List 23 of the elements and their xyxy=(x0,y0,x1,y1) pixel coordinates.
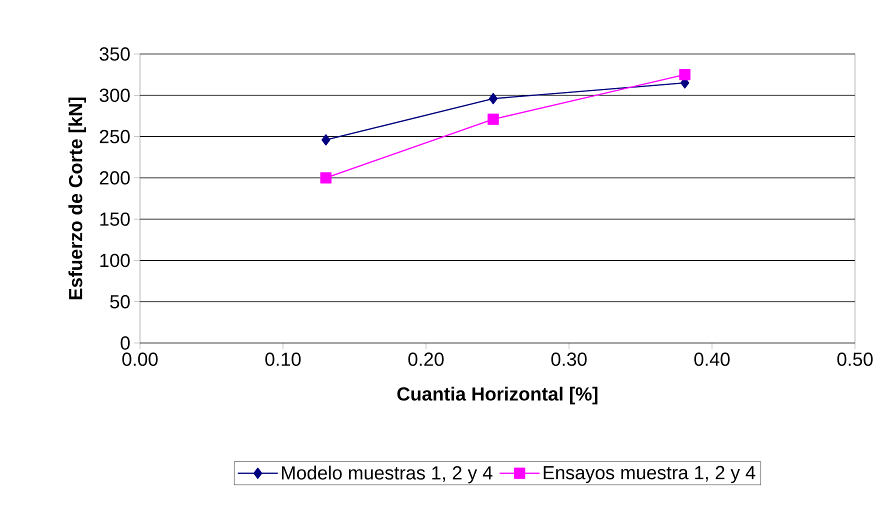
y-tick-label: 100 xyxy=(100,254,130,268)
x-tick-label: 0.30 xyxy=(551,352,587,366)
point xyxy=(679,69,690,80)
point xyxy=(488,114,499,125)
x-tick-label: 0.20 xyxy=(408,352,444,366)
x-tick-label: 0.10 xyxy=(265,352,301,366)
y-tick-label: 300 xyxy=(100,88,130,102)
x-axis-title: Cuantia Horizontal [%] xyxy=(397,386,598,404)
legend-label: Ensayos muestra 1, 2 y 4 xyxy=(544,466,756,484)
y-tick-label: 250 xyxy=(100,130,130,144)
y-tick-label: 200 xyxy=(100,171,130,185)
y-tick-label: 50 xyxy=(110,295,130,308)
point xyxy=(322,134,330,146)
point xyxy=(488,92,498,104)
x-tick-label: 0.50 xyxy=(837,352,873,366)
x-tick-label: 0.40 xyxy=(694,352,730,366)
point xyxy=(320,172,332,184)
x-tick-label: 0.00 xyxy=(122,352,158,366)
y-tick-label: 350 xyxy=(100,47,130,61)
y-axis-title: Esfuerzo de Corte [kN] xyxy=(68,98,86,300)
legend-label: Modelo muestras 1, 2 y 4 xyxy=(282,466,492,484)
y-tick-label: 0 xyxy=(120,336,130,350)
y-tick-label: 150 xyxy=(100,212,130,226)
